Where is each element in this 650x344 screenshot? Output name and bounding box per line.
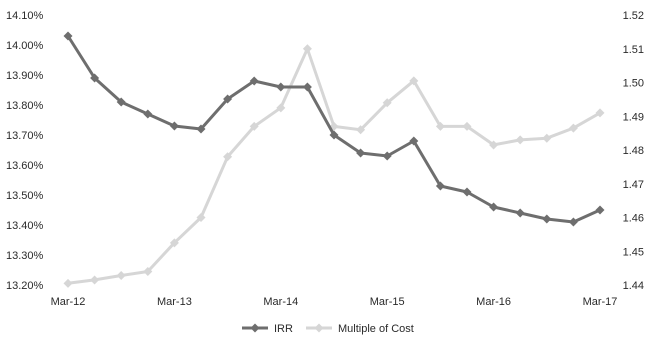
x-axis-tick-label: Mar-13 xyxy=(157,296,192,308)
legend-item-multiple-of-cost: Multiple of Cost xyxy=(306,323,414,335)
x-axis-tick-label: Mar-17 xyxy=(583,296,618,308)
left-axis-tick-label: 14.10% xyxy=(6,10,44,22)
multiple-of-cost-point xyxy=(595,108,605,118)
irr-point xyxy=(462,187,472,197)
x-axis-tick-label: Mar-15 xyxy=(370,296,405,308)
left-axis-tick-label: 13.70% xyxy=(6,130,44,142)
left-axis-tick-label: 14.00% xyxy=(6,40,44,52)
left-axis-tick-label: 13.90% xyxy=(6,70,44,82)
right-axis-tick-label: 1.52 xyxy=(623,10,644,22)
right-axis-ticks: 1.52 1.51 1.50 1.49 1.48 1.47 1.46 1.45 1.44 xyxy=(623,10,644,292)
irr-point xyxy=(169,121,179,131)
multiple-of-cost-point xyxy=(196,213,206,222)
multiple-of-cost-line xyxy=(66,47,602,285)
right-axis-tick-label: 1.47 xyxy=(623,179,644,191)
right-axis-tick-label: 1.48 xyxy=(623,145,644,157)
multiple-of-cost-point xyxy=(169,238,179,248)
irr-point xyxy=(196,124,206,134)
multiple-of-cost-point xyxy=(435,121,445,131)
multiple-of-cost-point xyxy=(143,267,153,276)
left-axis-tick-label: 13.40% xyxy=(6,220,44,232)
multiple-of-cost-point xyxy=(302,44,312,54)
series-multiple-of-cost xyxy=(63,44,605,288)
left-axis-tick-label: 13.60% xyxy=(6,160,44,172)
multiple-of-cost-point xyxy=(63,278,73,288)
irr-point xyxy=(542,214,552,224)
left-axis-tick-label: 13.30% xyxy=(6,250,44,262)
left-axis-ticks: 14.10% 14.00% 13.90% 13.80% 13.70% 13.60% 13.5… xyxy=(6,10,44,292)
multiple-of-cost-point xyxy=(249,121,259,131)
irr-point xyxy=(568,217,578,227)
series-irr xyxy=(63,31,605,227)
irr-point xyxy=(90,73,100,83)
multiple-of-cost-point xyxy=(489,140,499,150)
multiple-of-cost-point xyxy=(356,125,366,135)
x-axis-ticks: Mar-12 Mar-13 Mar-14 Mar-15 Mar-16 Mar-17 xyxy=(51,296,618,308)
irr-point xyxy=(356,148,366,158)
x-axis-tick-label: Mar-16 xyxy=(476,296,511,308)
irr-point xyxy=(515,208,525,218)
legend-label: Multiple of Cost xyxy=(338,323,414,335)
multiple-of-cost-point xyxy=(542,133,552,143)
left-axis-tick-label: 13.50% xyxy=(6,190,44,202)
legend-item-irr: IRR xyxy=(242,323,293,335)
multiple-of-cost-point xyxy=(568,123,578,133)
legend: IRR Multiple of Cost xyxy=(242,323,414,335)
multiple-of-cost-point xyxy=(382,98,392,108)
right-axis-tick-label: 1.44 xyxy=(623,280,644,292)
legend-swatch-marker xyxy=(314,323,324,333)
irr-point xyxy=(489,202,499,212)
irr-point xyxy=(382,151,392,161)
x-axis-tick-label: Mar-14 xyxy=(263,296,298,308)
irr-point xyxy=(302,82,312,92)
irr-point xyxy=(595,205,605,215)
series-layer xyxy=(63,31,605,288)
right-axis-tick-label: 1.50 xyxy=(623,78,644,90)
irr-point xyxy=(435,181,445,191)
irr-point xyxy=(223,94,233,104)
multiple-of-cost-point xyxy=(276,103,286,113)
multiple-of-cost-point xyxy=(116,271,126,281)
irr-point xyxy=(409,136,419,146)
multiple-of-cost-point xyxy=(462,121,472,131)
irr-point xyxy=(116,97,126,107)
right-axis-tick-label: 1.45 xyxy=(623,246,644,258)
right-axis-tick-label: 1.49 xyxy=(623,111,644,123)
multiple-of-cost-point xyxy=(223,152,233,162)
right-axis-tick-label: 1.51 xyxy=(623,44,644,56)
irr-point xyxy=(143,109,153,119)
irr-point xyxy=(249,76,259,86)
irr-point xyxy=(276,82,286,92)
left-axis-tick-label: 13.80% xyxy=(6,100,44,112)
multiple-of-cost-point xyxy=(515,135,525,145)
irr-point xyxy=(63,31,73,41)
legend-label: IRR xyxy=(274,323,293,335)
multiple-of-cost-point xyxy=(409,76,419,86)
legend-swatch-marker xyxy=(250,323,260,333)
irr-point xyxy=(329,130,339,140)
left-axis-tick-label: 13.20% xyxy=(6,280,44,292)
right-axis-tick-label: 1.46 xyxy=(623,213,644,225)
x-axis-tick-label: Mar-12 xyxy=(51,296,86,308)
multiple-of-cost-point xyxy=(90,275,100,285)
